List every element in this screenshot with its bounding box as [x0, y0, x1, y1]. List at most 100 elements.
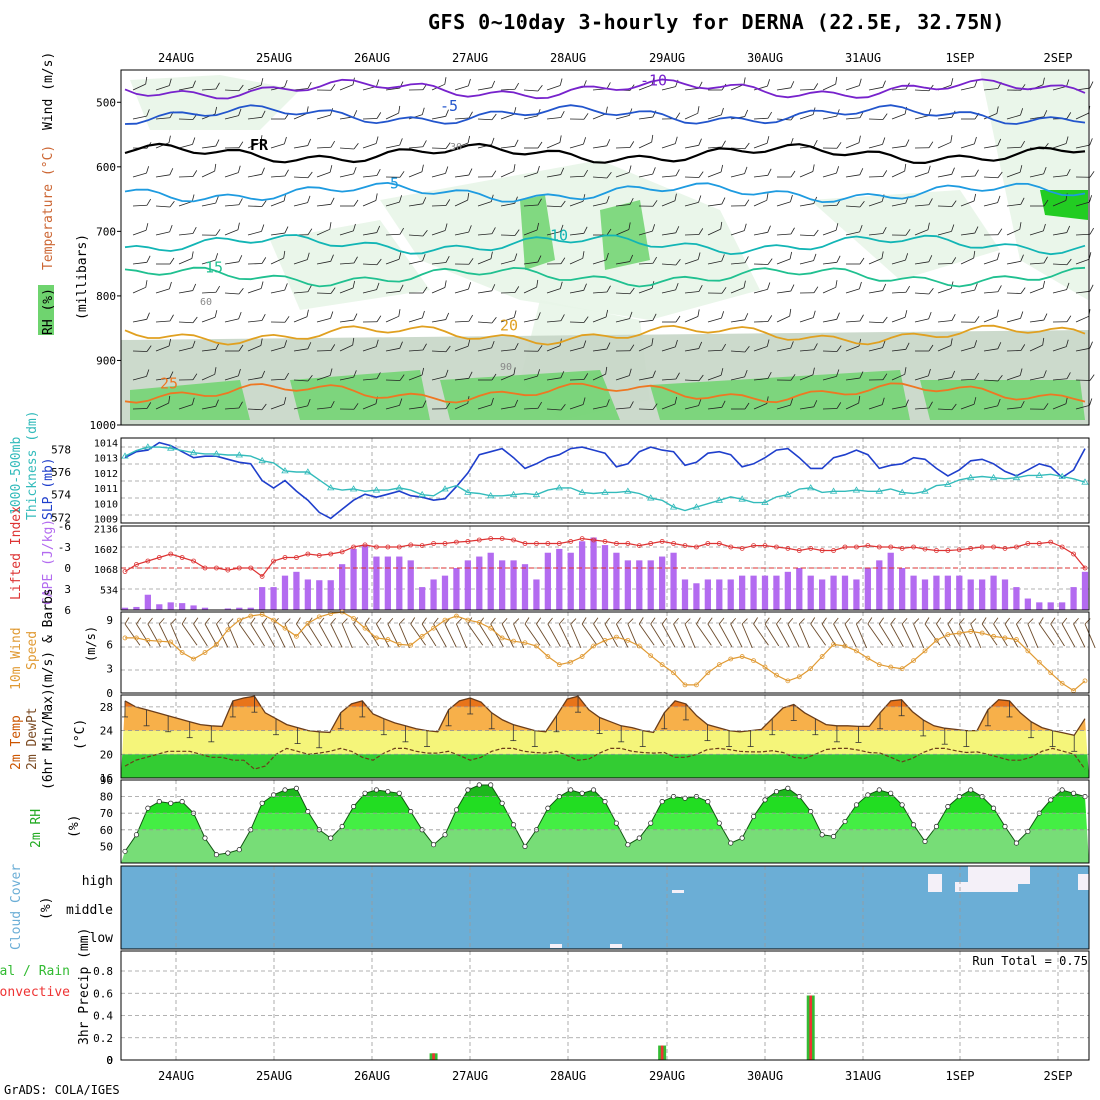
- wind-barb: [845, 314, 864, 323]
- thickness-marker: [555, 484, 563, 491]
- barb-flag: [1020, 108, 1024, 116]
- barb-staff: [638, 173, 653, 178]
- wind-barb: [178, 170, 198, 178]
- barb-flag: [307, 171, 313, 178]
- rh-marker: [625, 842, 631, 848]
- barb-flag: [697, 309, 700, 317]
- rh-marker: [373, 787, 379, 793]
- barb-staff: [467, 623, 484, 646]
- barb-staff: [822, 375, 837, 381]
- cape-bar: [1059, 602, 1066, 610]
- barb-staff: [707, 203, 722, 207]
- wind-barb: [546, 110, 565, 120]
- barb-flag: [169, 168, 174, 175]
- barb-flag: [882, 316, 888, 323]
- wind-speed-marker: [316, 614, 322, 620]
- cloud-clear-gap: [1078, 874, 1090, 890]
- wind-speed-marker: [876, 662, 882, 668]
- lifted-index-marker: [339, 549, 345, 555]
- isotherm-line: [124, 266, 1086, 288]
- barb-staff: [753, 378, 768, 381]
- wind-barb: [891, 367, 907, 381]
- wind-barb: [385, 374, 405, 381]
- wind-speed-marker: [191, 656, 196, 662]
- wind-barb: [201, 285, 221, 294]
- wind-speed-marker: [225, 627, 231, 633]
- cape-bar: [819, 579, 826, 610]
- barb-staff: [524, 623, 541, 646]
- barb-staff: [661, 289, 676, 294]
- cape-bar: [224, 608, 231, 610]
- cape-bar: [1036, 602, 1043, 610]
- barb-staff: [546, 174, 561, 178]
- barb-flag: [191, 251, 194, 259]
- wind-barb: [385, 252, 402, 265]
- barb-flag: [560, 200, 566, 207]
- barb-flag: [721, 140, 726, 148]
- wind-speed-marker: [991, 633, 996, 639]
- rh-marker: [499, 800, 505, 806]
- barb-flag: [813, 253, 817, 261]
- cape-bar: [190, 605, 197, 610]
- wind-barb: [868, 137, 886, 149]
- wind-barb: [822, 76, 838, 91]
- wind-barb: [247, 224, 265, 236]
- rh-contour-label: 60: [200, 297, 212, 308]
- lifted-index-marker: [1002, 546, 1008, 551]
- rh-tick-label: 60: [100, 824, 113, 837]
- barb-staff: [1052, 378, 1067, 381]
- barb-flag: [606, 172, 612, 179]
- barb-staff: [592, 348, 607, 352]
- rh-marker: [545, 805, 551, 811]
- surface-wind-barb: [867, 617, 884, 646]
- barb-flag: [997, 375, 1003, 382]
- barb-staff: [799, 114, 814, 120]
- barb-staff: [914, 172, 929, 178]
- wind-barb: [270, 316, 290, 323]
- barb-flag: [583, 226, 588, 234]
- wind-barb: [316, 84, 336, 91]
- rh-marker: [888, 790, 894, 796]
- wind-barb: [178, 194, 195, 207]
- barb-flag: [744, 142, 750, 149]
- barb-staff: [684, 348, 699, 352]
- barb-staff: [270, 346, 285, 352]
- barb-staff: [431, 350, 447, 353]
- cape-bar: [339, 564, 346, 610]
- barb-staff: [878, 623, 894, 647]
- barb-flag: [904, 310, 908, 318]
- cape-bar: [316, 580, 323, 610]
- barb-staff: [799, 203, 814, 207]
- barb-staff: [477, 404, 492, 410]
- barb-staff: [569, 175, 585, 178]
- barb-flag: [1089, 284, 1094, 292]
- lifted-index-marker: [842, 544, 848, 550]
- wind-barb: [960, 226, 979, 236]
- barb-staff: [1073, 623, 1086, 648]
- wind-barb: [1075, 398, 1093, 410]
- wind-barb: [500, 367, 516, 381]
- cloud-clear-gap: [1018, 866, 1030, 884]
- barb-flag: [744, 109, 749, 117]
- barb-staff: [477, 321, 492, 324]
- barb-staff: [569, 289, 584, 294]
- wind-barb: [224, 368, 241, 381]
- barb-staff: [615, 292, 631, 295]
- barb-flag: [743, 77, 746, 85]
- wind-barb: [731, 402, 750, 410]
- surface-wind-barb: [250, 617, 265, 647]
- barb-flag: [353, 403, 359, 410]
- barb-staff: [983, 259, 998, 265]
- barb-staff: [983, 405, 998, 410]
- top-x-label: 25AUG: [256, 51, 292, 65]
- surface-wind-barb: [558, 617, 572, 648]
- barb-staff: [155, 174, 170, 178]
- label-rh-1: 2m RH: [29, 809, 44, 848]
- surface-wind-barb: [650, 617, 665, 647]
- wind-barb: [638, 338, 654, 352]
- wind-barb: [201, 196, 219, 207]
- cape-bar: [807, 575, 814, 610]
- wind-barb: [868, 251, 884, 265]
- rh-tick-label: 70: [100, 807, 113, 820]
- thickness-marker: [304, 468, 312, 475]
